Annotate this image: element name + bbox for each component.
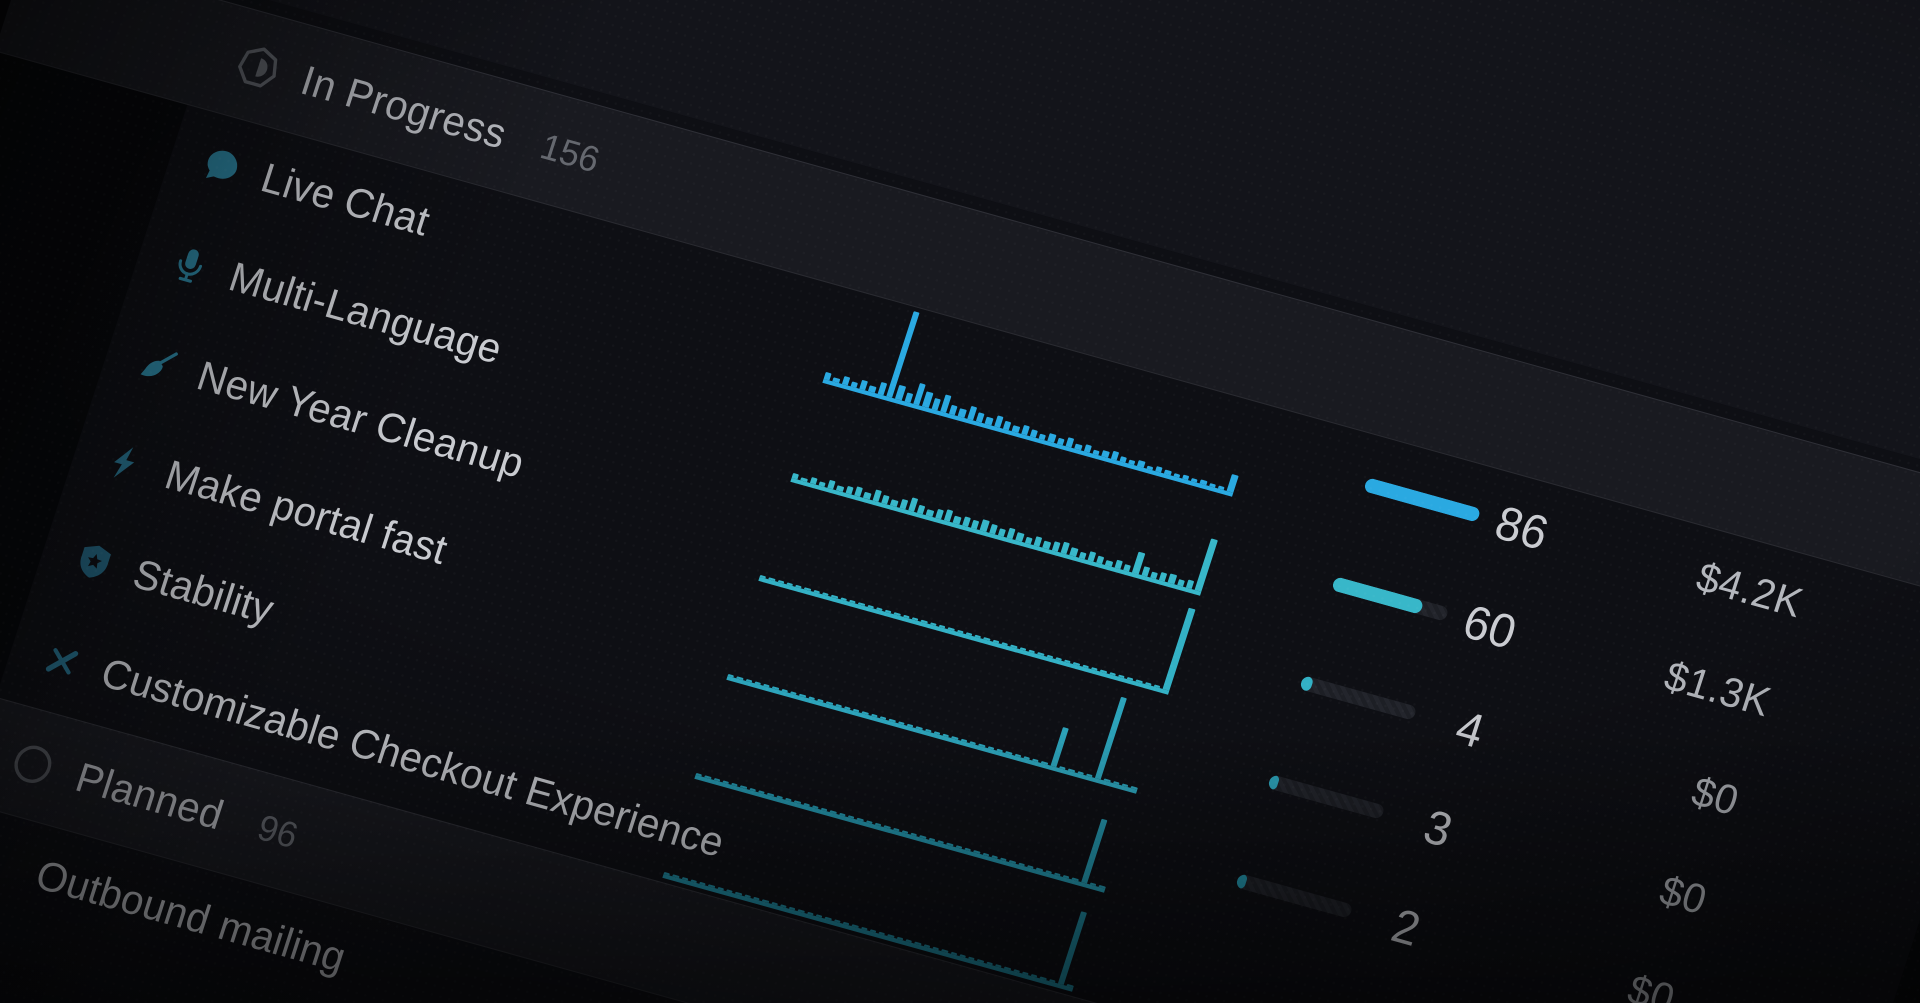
chat-bubble-icon xyxy=(196,141,247,191)
feature-name: Stability xyxy=(127,551,280,634)
design-tools-icon xyxy=(36,636,87,686)
votes-count: 4 xyxy=(1449,699,1491,759)
section-count-badge: 156 xyxy=(535,126,605,181)
feature-name: Live Chat xyxy=(255,155,436,245)
shield-star-icon xyxy=(68,537,119,587)
lightning-bolt-icon xyxy=(100,438,151,488)
votes-count: 2 xyxy=(1385,897,1427,957)
section-count-badge: 96 xyxy=(252,807,303,857)
microphone-icon xyxy=(164,240,215,290)
votes-count: 60 xyxy=(1456,594,1523,660)
votes-count: 86 xyxy=(1488,495,1555,561)
broom-icon xyxy=(132,339,183,389)
in-progress-status-icon xyxy=(230,40,286,95)
section-label: Planned xyxy=(70,754,230,839)
planned-status-icon xyxy=(5,737,61,792)
votes-count: 3 xyxy=(1417,798,1459,858)
